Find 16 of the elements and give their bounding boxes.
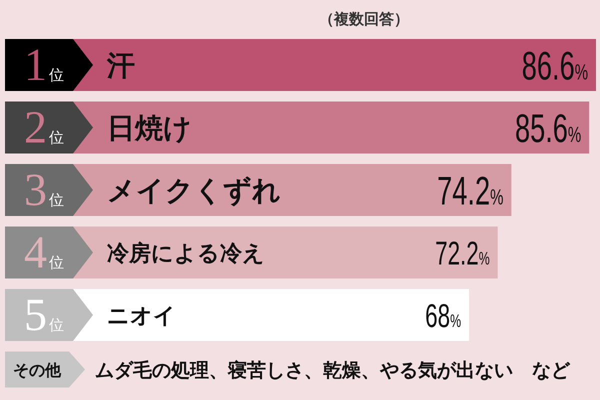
rank-label: 3位 xyxy=(24,164,64,215)
y-tick-label: ニオイ xyxy=(107,302,176,328)
y-tick-label: 汗 xyxy=(106,50,135,82)
data-label: 74.2% xyxy=(437,169,504,214)
other-label: その他 xyxy=(13,362,61,380)
y-tick-label: 冷房による冷え xyxy=(107,240,265,266)
chart-subtitle: （複数回答） xyxy=(319,11,409,28)
data-label: 68% xyxy=(425,296,462,334)
data-label: 72.2% xyxy=(435,234,490,272)
data-label: 85.6% xyxy=(514,106,582,152)
annotation: ムダ毛の処理、寝苦しさ、乾燥、やる気が出ない など xyxy=(95,360,570,382)
y-tick-label: 日焼け xyxy=(107,112,192,144)
data-label: 86.6% xyxy=(522,44,588,89)
y-tick-label: メイクくずれ xyxy=(107,175,281,208)
rank-label: 4位 xyxy=(24,226,64,278)
rank-label: 5位 xyxy=(24,289,64,340)
